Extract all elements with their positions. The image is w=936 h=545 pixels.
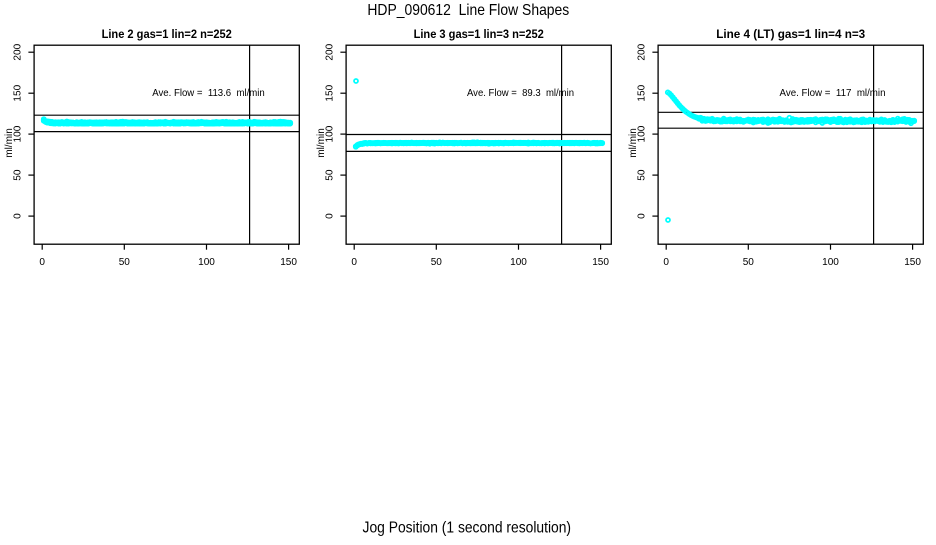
- svg-text:100: 100: [198, 257, 215, 268]
- svg-text:0: 0: [39, 257, 45, 268]
- svg-text:Line 3 gas=1 lin=3 n=252: Line 3 gas=1 lin=3 n=252: [414, 27, 544, 41]
- svg-text:Line 4 (LT) gas=1 lin=4 n=3: Line 4 (LT) gas=1 lin=4 n=3: [716, 27, 865, 41]
- svg-text:0: 0: [13, 213, 24, 219]
- svg-text:HDP_090612 Line Flow Shapes: HDP_090612 Line Flow Shapes: [367, 2, 569, 19]
- svg-text:150: 150: [13, 84, 24, 101]
- svg-text:50: 50: [13, 169, 24, 181]
- svg-text:Ave. Flow = 113.6 ml/min: Ave. Flow = 113.6 ml/min: [152, 88, 265, 99]
- svg-text:0: 0: [325, 213, 336, 219]
- svg-text:ml/min: ml/min: [628, 128, 639, 158]
- svg-text:100: 100: [325, 125, 336, 142]
- svg-text:50: 50: [325, 169, 336, 181]
- svg-text:0: 0: [663, 257, 669, 268]
- svg-text:50: 50: [431, 257, 443, 268]
- svg-text:0: 0: [637, 213, 648, 219]
- svg-text:150: 150: [904, 257, 921, 268]
- svg-text:100: 100: [637, 125, 648, 142]
- svg-text:Ave. Flow = 89.3 ml/min: Ave. Flow = 89.3 ml/min: [467, 88, 574, 99]
- svg-text:200: 200: [637, 43, 648, 60]
- svg-text:150: 150: [280, 257, 297, 268]
- svg-text:ml/min: ml/min: [4, 128, 15, 158]
- svg-text:200: 200: [325, 43, 336, 60]
- svg-text:200: 200: [13, 43, 24, 60]
- svg-text:100: 100: [510, 257, 527, 268]
- svg-text:ml/min: ml/min: [316, 128, 327, 158]
- svg-text:50: 50: [743, 257, 755, 268]
- svg-text:50: 50: [637, 169, 648, 181]
- svg-text:150: 150: [325, 84, 336, 101]
- svg-text:0: 0: [351, 257, 357, 268]
- svg-text:100: 100: [822, 257, 839, 268]
- svg-text:150: 150: [637, 84, 648, 101]
- svg-text:100: 100: [13, 125, 24, 142]
- svg-text:50: 50: [119, 257, 131, 268]
- svg-text:Jog Position (1 second resolut: Jog Position (1 second resolution): [363, 519, 572, 536]
- svg-text:Ave. Flow = 117 ml/min: Ave. Flow = 117 ml/min: [780, 88, 886, 99]
- svg-text:Line 2 gas=1 lin=2 n=252: Line 2 gas=1 lin=2 n=252: [102, 27, 232, 41]
- svg-text:150: 150: [592, 257, 609, 268]
